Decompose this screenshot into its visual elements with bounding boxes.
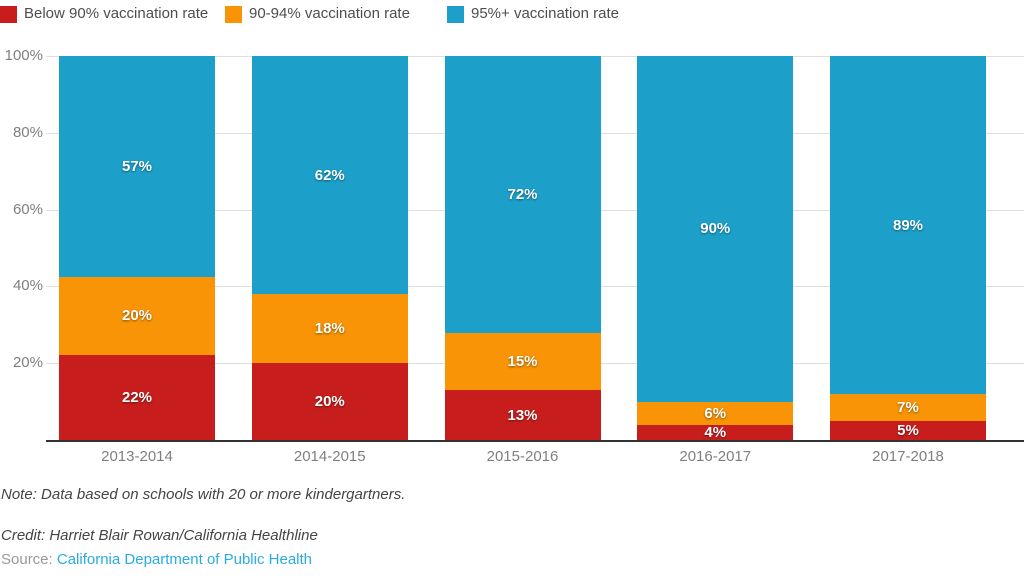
note-text: Note: Data based on schools with 20 or m…: [1, 486, 406, 503]
bar-value-label: 72%: [507, 185, 538, 203]
bar-value-label: 20%: [121, 307, 153, 325]
bar-segment: 57%: [59, 56, 215, 278]
bar-segment: 89%: [830, 56, 986, 395]
legend-item: Below 90% vaccination rate: [0, 5, 208, 23]
bar-segment: 4%: [637, 423, 794, 441]
x-axis-label: 2014-2015: [293, 448, 366, 465]
legend-label: 95%+ vaccination rate: [471, 5, 620, 22]
bar-value-label: 90%: [700, 220, 731, 238]
bar-segment: 13%: [444, 390, 601, 440]
x-axis-label: 2016-2017: [679, 448, 752, 465]
bar-segment: 20%: [251, 363, 408, 440]
bar-value-label: 4%: [704, 423, 727, 441]
bar-value-label: 5%: [897, 422, 919, 439]
legend-swatch-icon: [447, 5, 464, 23]
bar-2015-2016: 13% 15% 72%: [444, 56, 601, 440]
legend-label: 90-94% vaccination rate: [249, 5, 410, 22]
bar-value-label: 15%: [507, 352, 538, 370]
bar-value-label: 20%: [314, 393, 345, 411]
bar-value-label: 22%: [121, 388, 153, 406]
y-axis-label-100: 100%: [4, 47, 43, 64]
bar-segment: 22%: [59, 354, 215, 440]
bar-2013-2014: 22% 20% 57%: [59, 56, 215, 440]
bar-segment: 6%: [637, 401, 794, 425]
bar-value-label: 13%: [507, 406, 538, 424]
bar-segment: 90%: [637, 56, 794, 402]
bar-value-label: 6%: [704, 404, 727, 422]
x-axis-label: 2015-2016: [486, 448, 559, 465]
x-axis-line: [46, 440, 1024, 442]
bar-2017-2018: 5% 7% 89%: [830, 56, 986, 440]
x-axis-label: 2017-2018: [872, 448, 944, 465]
bar-segment: 72%: [444, 56, 601, 333]
bar-value-label: 89%: [892, 216, 924, 234]
legend-swatch-icon: [0, 5, 17, 23]
bar-segment: 7%: [830, 394, 986, 421]
bar-segment: 20%: [59, 277, 215, 355]
bar-value-label: 7%: [897, 399, 919, 417]
y-axis-label-80: 80%: [12, 123, 43, 141]
y-axis-label-20: 20%: [12, 354, 43, 372]
legend-swatch-icon: [225, 5, 242, 23]
source-line: Source: California Department of Public …: [1, 551, 312, 569]
bar-2016-2017: 4% 6% 90%: [637, 56, 794, 441]
x-axis-label: 2013-2014: [101, 448, 173, 465]
source-label: Source:: [1, 551, 53, 568]
y-axis-label-60: 60%: [12, 200, 43, 218]
bar-2014-2015: 20% 18% 62%: [251, 56, 408, 440]
bar-segment: 62%: [251, 56, 408, 295]
legend-label: Below 90% vaccination rate: [24, 5, 209, 22]
source-link[interactable]: California Department of Public Health: [56, 551, 312, 568]
bar-segment: 18%: [251, 294, 408, 364]
bar-segment: 15%: [444, 332, 601, 391]
bar-value-label: 62%: [314, 166, 345, 184]
y-axis-label-40: 40%: [12, 277, 43, 295]
credit-text: Credit: Harriet Blair Rowan/California H…: [1, 527, 318, 544]
bar-segment: 5%: [830, 421, 986, 440]
legend-item: 95%+ vaccination rate: [447, 5, 619, 23]
bar-value-label: 18%: [314, 320, 345, 338]
legend: Below 90% vaccination rate 90-94% vaccina…: [0, 5, 1024, 25]
bar-value-label: 57%: [121, 158, 153, 176]
legend-item: 90-94% vaccination rate: [225, 5, 410, 23]
